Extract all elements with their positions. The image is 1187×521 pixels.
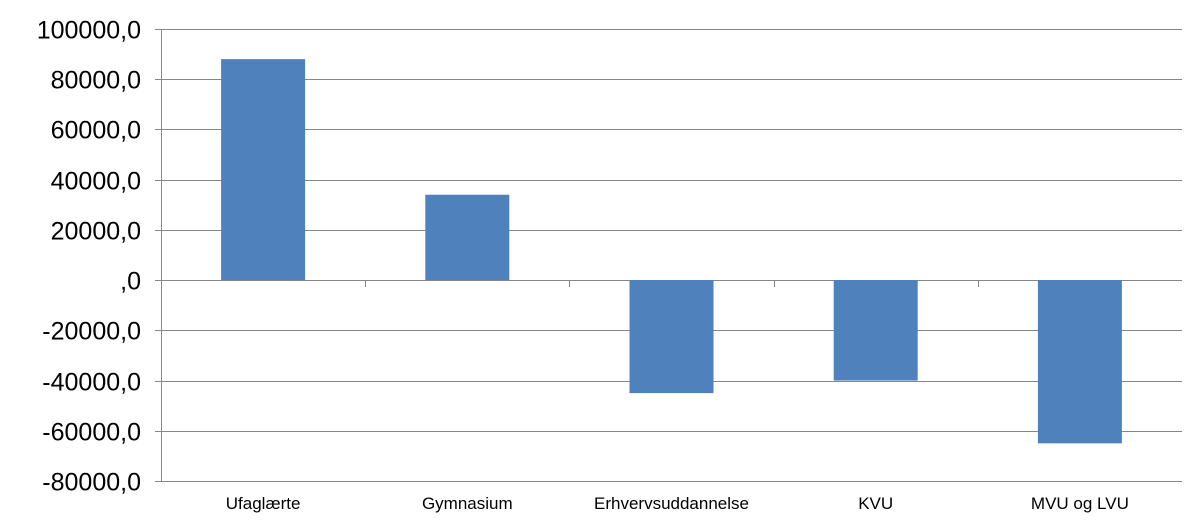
gridlines: [161, 29, 1182, 482]
x-tick-label: Erhvervsuddannelse: [594, 494, 749, 513]
y-tick-label: -20000,0: [42, 318, 141, 346]
tick-labels: 100000,0 80000,0 60000,0 40000,0 20000,0 ,0 -2…: [37, 17, 1129, 514]
axes: [155, 29, 979, 482]
bar: [221, 59, 306, 281]
y-tick-label: 20000,0: [51, 218, 141, 246]
y-tick-label: 40000,0: [51, 168, 141, 196]
x-tick-label: MVU og LVU: [1031, 494, 1129, 513]
y-tick-label: -40000,0: [42, 369, 141, 397]
bar: [425, 194, 510, 281]
bar: [1037, 280, 1122, 444]
bar: [629, 280, 714, 394]
x-tick-label: KVU: [858, 494, 893, 513]
y-tick-label: 60000,0: [51, 117, 141, 145]
y-tick-label: ,0: [120, 268, 141, 296]
x-tick-label: Ufaglærte: [226, 494, 301, 513]
y-tick-label: 100000,0: [37, 17, 141, 45]
x-tick-label: Gymnasium: [422, 494, 513, 513]
bar: [833, 280, 918, 381]
y-tick-label: 80000,0: [51, 67, 141, 95]
y-tick-label: -60000,0: [42, 419, 141, 447]
bars: [221, 59, 1122, 444]
y-tick-label: -80000,0: [42, 469, 141, 497]
